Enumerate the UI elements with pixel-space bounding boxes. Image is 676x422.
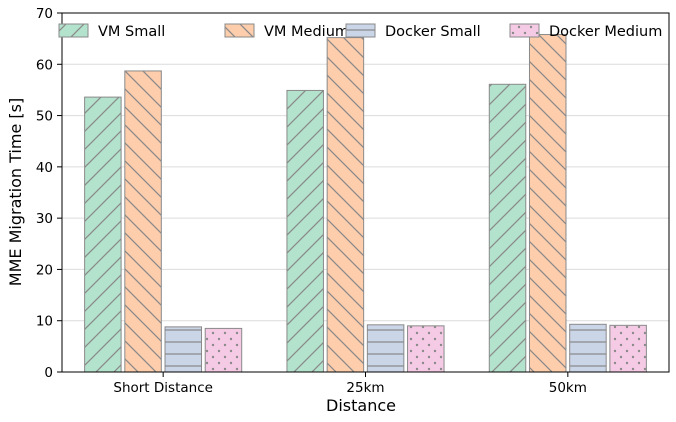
x-tick-label: 50km — [549, 380, 587, 396]
bar-hatch — [609, 324, 647, 373]
legend-label: Docker Medium — [549, 24, 662, 40]
bar-hatch — [407, 325, 445, 373]
legend: VM Small VM Medium Docker Small Docker Medi… — [58, 23, 662, 40]
legend-label: VM Medium — [264, 24, 349, 40]
bar-hatch — [528, 34, 567, 373]
y-tick-label: 10 — [36, 314, 53, 330]
bar-hatch — [366, 324, 405, 373]
legend-swatch-hatch — [58, 23, 89, 38]
bar-hatch — [569, 323, 607, 373]
x-axis-title: Distance — [326, 396, 396, 415]
bar-hatch — [124, 70, 162, 373]
bar-hatch — [84, 96, 122, 373]
bar-hatch — [164, 326, 203, 373]
legend-swatch-hatch — [224, 23, 255, 38]
bar-hatch — [326, 37, 365, 373]
x-axis: Short Distance 25km 50km — [113, 372, 587, 396]
legend-swatch-hatch — [345, 23, 376, 38]
legend-label: Docker Small — [385, 24, 481, 40]
y-tick-label: 30 — [36, 211, 53, 227]
y-tick-label: 40 — [36, 160, 53, 176]
bar-hatch — [488, 83, 527, 373]
y-axis-title: MME Migration Time [s] — [6, 98, 25, 286]
legend-swatch-hatch — [509, 23, 540, 38]
legend-label: VM Small — [98, 24, 165, 40]
y-tick-label: 0 — [44, 365, 53, 381]
y-tick-label: 20 — [36, 262, 53, 278]
y-tick-label: 70 — [36, 6, 53, 22]
x-tick-label: Short Distance — [113, 380, 213, 396]
bars-group — [84, 34, 647, 373]
bar-hatch — [286, 89, 324, 373]
y-tick-label: 50 — [36, 109, 53, 125]
bar-hatch — [204, 327, 243, 373]
y-axis: 0 10 20 30 40 50 60 70 — [36, 6, 62, 381]
x-tick-label: 25km — [346, 380, 384, 396]
y-gridlines — [62, 63, 669, 322]
y-tick-label: 60 — [36, 57, 53, 73]
